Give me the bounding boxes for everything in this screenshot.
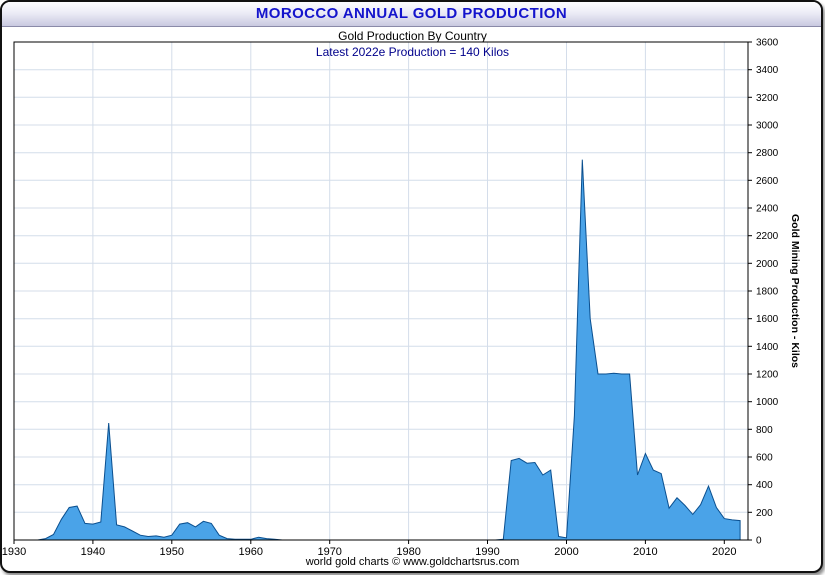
chart-subtitle: Gold Production By Country [338,29,487,43]
copyright-footer: world gold charts © www.goldchartsrus.co… [305,556,520,568]
chart-title: MOROCCO ANNUAL GOLD PRODUCTION [255,5,568,22]
latest-production-annotation: Latest 2022e Production = 140 Kilos [315,45,510,59]
chart-title-bar: MOROCCO ANNUAL GOLD PRODUCTION [2,2,821,27]
